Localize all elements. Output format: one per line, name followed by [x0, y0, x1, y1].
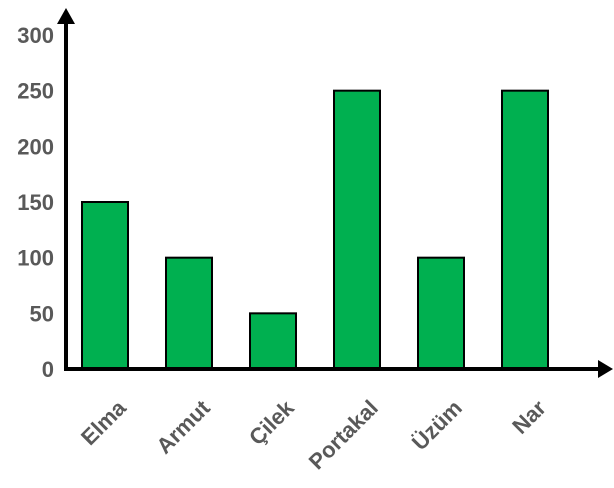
x-tick-label: Üzüm [407, 395, 467, 455]
y-tick-label: 100 [17, 246, 54, 271]
y-tick-label: 50 [30, 301, 54, 326]
y-axis-arrowhead [57, 8, 75, 24]
x-tick-label: Portakal [304, 395, 383, 474]
y-tick-labels: 0 50 100 150 200 250 300 [17, 23, 54, 382]
x-tick-label: Armut [151, 395, 215, 459]
bar-üzüm [417, 256, 465, 370]
y-tick-label: 300 [17, 23, 54, 48]
bar-portakal [333, 89, 381, 371]
x-tick-labels: Elma Armut Çilek Portakal Üzüm Nar [76, 395, 551, 475]
x-tick-label: Elma [76, 395, 131, 450]
y-tick-label: 250 [17, 79, 54, 104]
y-tick-label: 200 [17, 134, 54, 159]
x-axis-arrowhead [598, 360, 613, 378]
y-tick-label: 150 [17, 190, 54, 215]
axes [57, 8, 613, 378]
x-tick-label: Nar [507, 395, 551, 439]
bar-çilek [249, 312, 297, 371]
x-tick-label: Çilek [244, 395, 299, 450]
bar-nar [501, 89, 549, 371]
bar-elma [81, 201, 129, 370]
bar-armut [165, 256, 213, 370]
bars-group [81, 89, 549, 371]
y-tick-label: 0 [42, 357, 54, 382]
